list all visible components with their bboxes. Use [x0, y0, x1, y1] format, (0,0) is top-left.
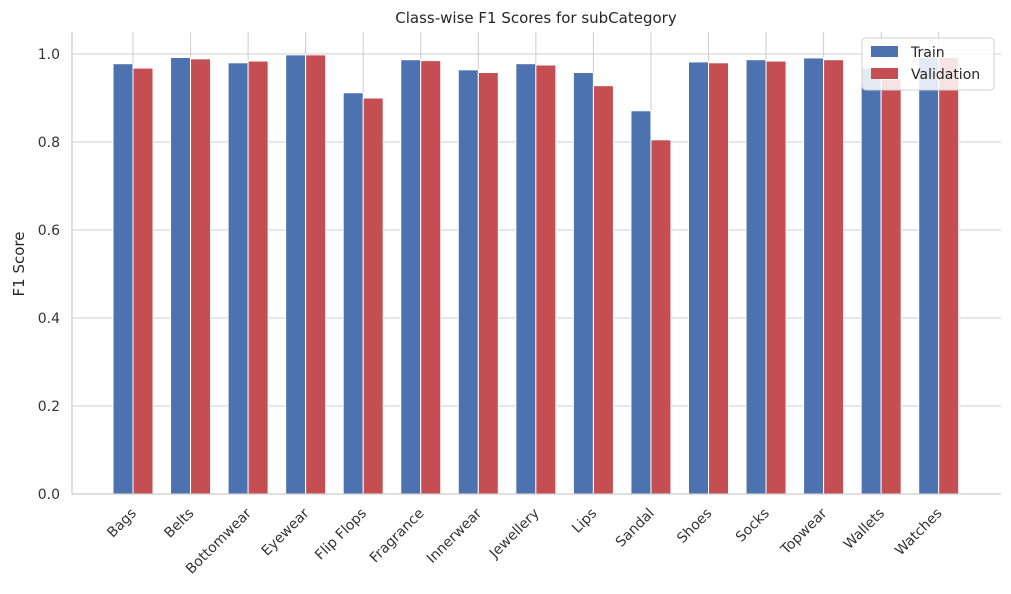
bar-validation — [650, 139, 672, 495]
x-tick-label: Eyewear — [259, 505, 313, 559]
bar-train — [572, 71, 594, 495]
x-tick-label: Socks — [733, 506, 773, 546]
bar-validation — [420, 60, 442, 495]
bar-validation — [592, 85, 614, 495]
x-tick-label: Flip Flops — [312, 506, 370, 564]
x-tick-label: Wallets — [841, 506, 888, 553]
bar-validation — [535, 64, 557, 495]
legend-swatch-validation — [871, 68, 898, 79]
x-tick-label: Innerwear — [424, 505, 485, 566]
axes-layer — [71, 32, 1001, 495]
x-tick-label: Watches — [892, 506, 945, 559]
bar-train — [170, 57, 192, 495]
bar-train — [745, 59, 767, 495]
bar-train — [803, 57, 825, 495]
x-tick-label: Shoes — [674, 506, 715, 547]
y-axis-label: F1 Score — [10, 232, 28, 297]
x-tick-label: Sandal — [613, 506, 658, 551]
bar-validation — [132, 67, 154, 495]
bars-layer — [112, 54, 960, 495]
legend: Train Validation — [861, 37, 995, 91]
y-tick-label: 0.8 — [38, 135, 60, 151]
bar-validation — [938, 57, 960, 495]
y-tick-label: 0.0 — [38, 487, 60, 503]
x-tick-label: Belts — [161, 506, 197, 542]
bar-train — [630, 110, 652, 495]
bar-train — [112, 63, 134, 495]
x-tick-label: Topwear — [777, 505, 830, 558]
bar-validation — [477, 71, 499, 495]
bar-validation — [823, 59, 845, 495]
bar-train — [285, 54, 307, 495]
bar-validation — [880, 79, 902, 495]
bar-validation — [247, 60, 269, 495]
legend-swatch-train — [871, 46, 898, 57]
legend-label-validation: Validation — [911, 67, 980, 83]
chart-title: Class-wise F1 Scores for subCategory — [395, 9, 677, 27]
bar-train — [457, 69, 479, 495]
bar-train — [342, 92, 364, 495]
legend-label-train: Train — [910, 45, 945, 61]
x-tick-label: Jewellery — [486, 506, 543, 563]
bar-validation — [765, 60, 787, 495]
x-tick-label: Fragrance — [367, 506, 428, 567]
bar-validation — [708, 62, 729, 495]
bar-validation — [190, 58, 212, 495]
bar-train — [515, 63, 537, 495]
bar-train — [918, 56, 940, 495]
y-tick-label: 0.4 — [38, 311, 60, 327]
y-tick-label: 0.6 — [38, 223, 60, 239]
bar-train — [227, 62, 249, 495]
y-tick-label: 0.2 — [38, 399, 60, 415]
y-tick-label: 1.0 — [38, 47, 60, 63]
bar-train — [688, 61, 709, 495]
x-tick-label: Bags — [104, 506, 140, 542]
bar-train — [400, 59, 422, 495]
x-tick-label: Lips — [569, 506, 600, 537]
bar-train — [860, 67, 882, 495]
bar-validation — [362, 97, 384, 495]
bar-validation — [305, 54, 327, 495]
